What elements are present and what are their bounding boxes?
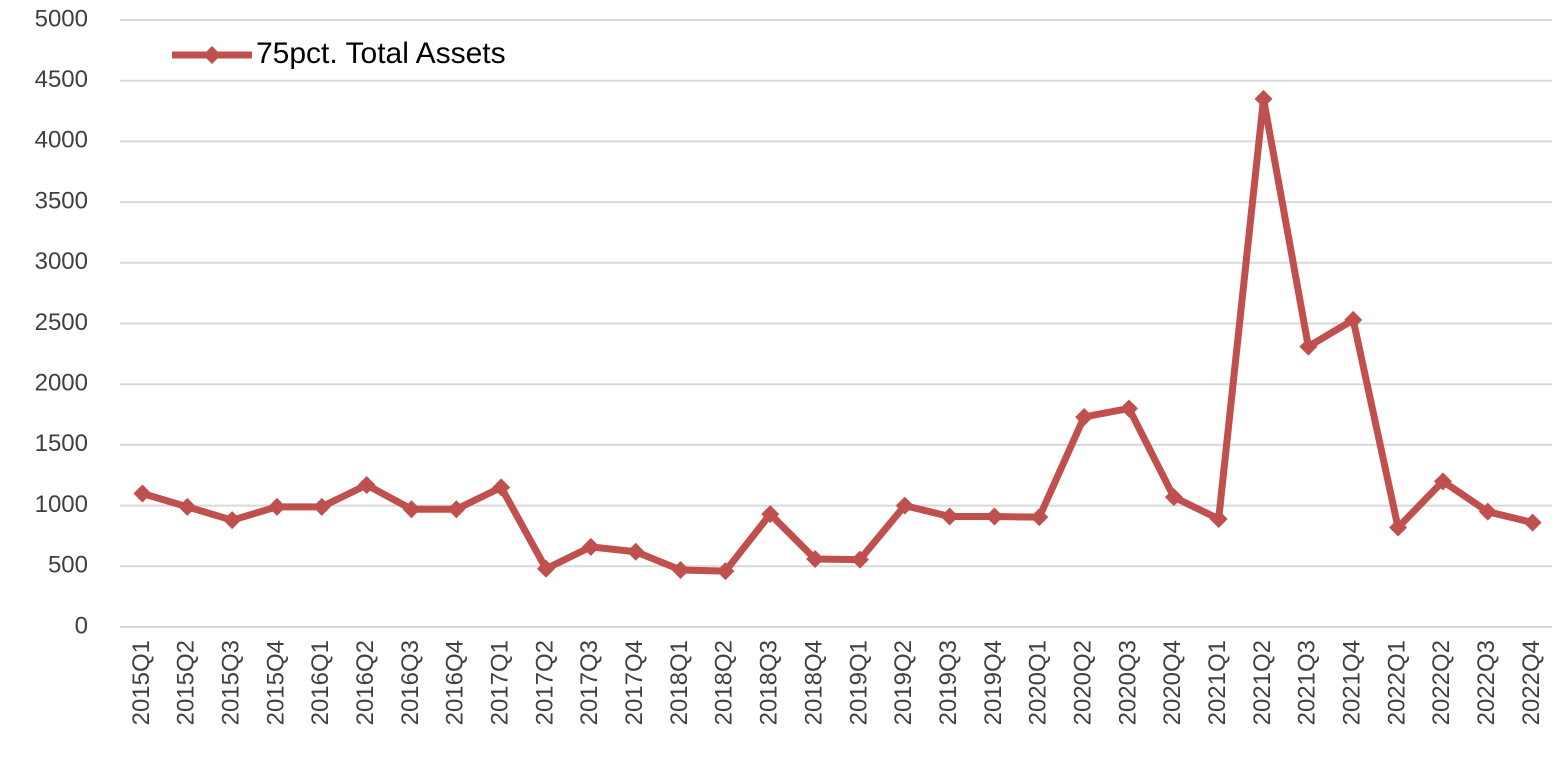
y-tick-label: 500 [48, 552, 88, 579]
point-marker [1299, 337, 1318, 356]
x-tick-label: 2022Q3 [1473, 640, 1500, 725]
point-marker [1389, 518, 1408, 537]
x-tick-label: 2022Q2 [1428, 640, 1455, 725]
x-tick-label: 2018Q4 [800, 640, 827, 725]
x-tick-label: 2016Q4 [442, 640, 469, 725]
x-tick-label: 2019Q4 [980, 640, 1007, 725]
x-tick-label: 2018Q3 [756, 640, 783, 725]
x-tick-label: 2021Q2 [1249, 640, 1276, 725]
point-marker [806, 550, 825, 569]
point-marker [223, 511, 242, 530]
x-tick-label: 2019Q3 [935, 640, 962, 725]
x-tick-label: 2017Q4 [621, 640, 648, 725]
point-marker [267, 497, 286, 516]
x-tick-label: 2021Q1 [1204, 640, 1231, 725]
x-tick-label: 2016Q2 [352, 640, 379, 725]
point-marker [1075, 407, 1094, 426]
x-tick-label: 2018Q2 [711, 640, 738, 725]
point-marker [133, 484, 152, 503]
x-tick-label: 2017Q2 [531, 640, 558, 725]
point-marker [357, 475, 376, 494]
point-marker [1254, 89, 1273, 108]
x-tick-label: 2015Q2 [173, 640, 200, 725]
x-tick-label: 2020Q3 [1114, 640, 1141, 725]
point-marker [940, 507, 959, 526]
point-marker [1433, 472, 1452, 491]
x-tick-label: 2020Q4 [1159, 640, 1186, 725]
point-marker [1164, 488, 1183, 507]
point-marker [1209, 509, 1228, 528]
point-marker [850, 550, 869, 569]
x-tick-label: 2019Q1 [845, 640, 872, 725]
y-tick-label: 3000 [35, 248, 88, 275]
point-marker [312, 497, 331, 516]
legend-label: 75pct. Total Assets [256, 37, 506, 70]
point-marker [1119, 399, 1138, 418]
point-marker [626, 542, 645, 561]
x-tick-label: 2018Q1 [666, 640, 693, 725]
y-tick-label: 2000 [35, 370, 88, 397]
y-tick-label: 4000 [35, 127, 88, 154]
x-tick-label: 2015Q1 [128, 640, 155, 725]
point-marker [447, 500, 466, 519]
x-tick-label: 2015Q3 [217, 640, 244, 725]
point-marker [985, 507, 1004, 526]
point-marker [537, 559, 556, 578]
y-tick-label: 5000 [35, 5, 88, 32]
point-marker [671, 560, 690, 579]
x-tick-label: 2016Q1 [307, 640, 334, 725]
series-line [141, 95, 1534, 575]
y-tick-label: 3500 [35, 187, 88, 214]
x-tick-label: 2021Q4 [1339, 640, 1366, 725]
point-marker [1523, 513, 1542, 532]
point-marker [716, 562, 735, 581]
x-tick-label: 2020Q1 [1025, 640, 1052, 725]
point-marker [1030, 508, 1049, 527]
x-tick-label: 2016Q3 [397, 640, 424, 725]
point-marker [178, 497, 197, 516]
x-tick-label: 2019Q2 [890, 640, 917, 725]
y-tick-label: 1500 [35, 430, 88, 457]
y-tick-label: 1000 [35, 491, 88, 518]
x-tick-label: 2017Q3 [576, 640, 603, 725]
y-tick-label: 0 [75, 612, 88, 639]
x-tick-label: 2020Q2 [1069, 640, 1096, 725]
y-tick-label: 2500 [35, 309, 88, 336]
point-marker [492, 478, 511, 497]
point-marker [895, 496, 914, 515]
x-tick-label: 2022Q4 [1518, 640, 1545, 725]
x-tick-label: 2022Q1 [1383, 640, 1410, 725]
x-tick-label: 2017Q1 [487, 640, 514, 725]
legend-marker [203, 46, 221, 64]
x-tick-label: 2015Q4 [262, 640, 289, 725]
point-marker [1478, 502, 1497, 521]
point-marker [761, 505, 780, 524]
y-tick-label: 4500 [35, 66, 88, 93]
point-marker [1344, 310, 1363, 329]
point-marker [581, 537, 600, 556]
x-tick-label: 2021Q3 [1294, 640, 1321, 725]
point-marker [402, 500, 421, 519]
